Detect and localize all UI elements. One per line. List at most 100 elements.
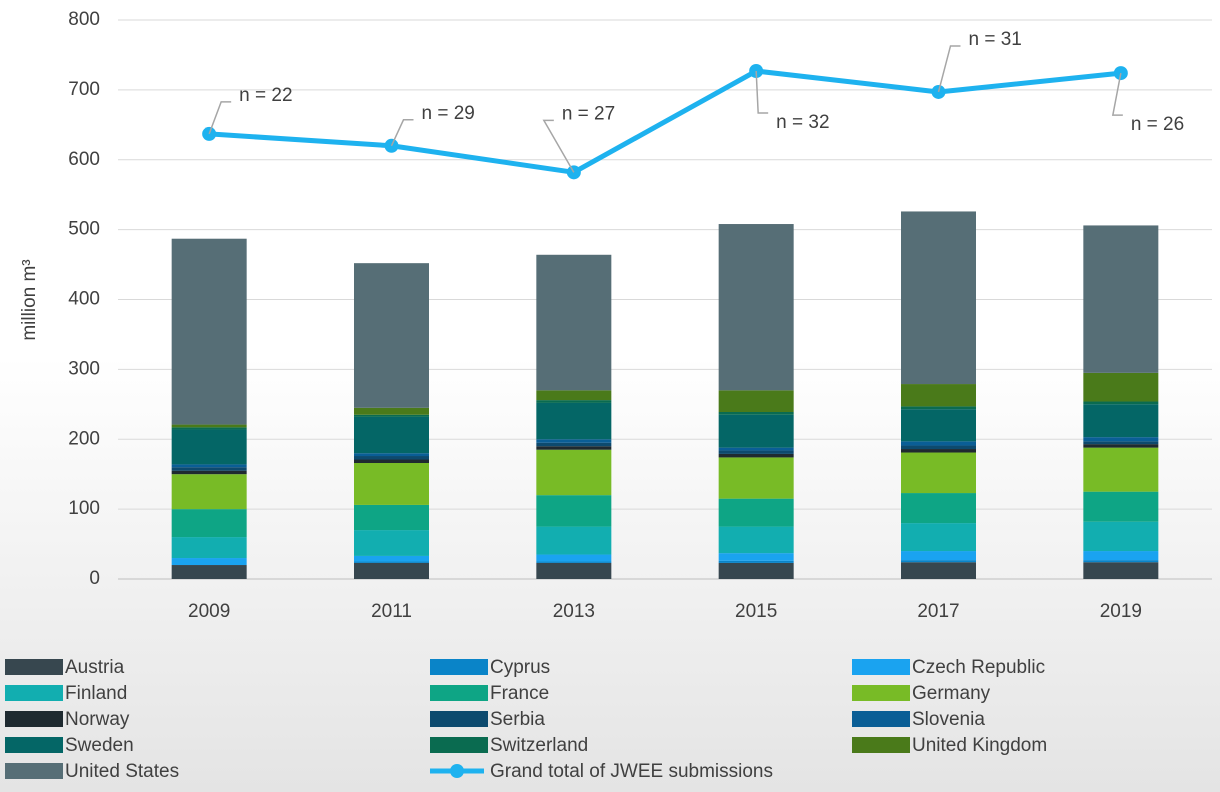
bar-segment	[354, 456, 429, 460]
bar-segment	[536, 402, 612, 440]
bar-segment	[536, 562, 612, 579]
y-tick-label: 600	[68, 149, 100, 170]
y-tick-label: 800	[68, 9, 100, 30]
legend-label: Serbia	[490, 709, 545, 730]
leader-line	[208, 101, 232, 135]
legend-label: Germany	[912, 683, 991, 704]
annotation: n = 26	[1131, 114, 1184, 135]
y-tick-label: 100	[68, 498, 100, 519]
bar-segment	[1083, 437, 1159, 442]
legend-swatch	[5, 659, 63, 675]
y-tick-label: 500	[68, 219, 100, 240]
y-tick-label: 700	[68, 79, 100, 100]
bar-segment	[718, 560, 794, 563]
bar-segment	[171, 509, 247, 538]
line	[209, 68, 1122, 175]
bar-segment	[354, 562, 429, 579]
legend-label: Switzerland	[490, 735, 588, 756]
legend-label: Grand total of JWEE submissions	[490, 761, 773, 782]
bar-segment	[354, 407, 429, 415]
bar-segment	[354, 504, 429, 531]
legend-label: Slovenia	[912, 709, 985, 730]
legend-label: United States	[65, 761, 179, 782]
bar-segment	[718, 447, 794, 451]
bar-segment	[718, 224, 794, 391]
bar-segment	[354, 561, 429, 563]
bar-segment	[354, 530, 429, 556]
legend-marker	[450, 764, 464, 778]
bar-segment	[171, 424, 247, 428]
legend-label: Austria	[65, 657, 125, 678]
bar-segment	[536, 446, 612, 450]
bar-segment	[171, 427, 247, 430]
y-tick-label: 400	[68, 289, 100, 310]
y-axis-label: million m³	[19, 259, 40, 340]
bar-segment	[354, 416, 429, 454]
annotation: n = 27	[562, 103, 615, 124]
leader-line	[390, 119, 414, 147]
legend-label: Norway	[65, 709, 130, 730]
legend-swatch	[5, 685, 63, 701]
bar-segment	[901, 409, 976, 442]
bar-segment	[718, 411, 794, 415]
y-tick-label: 200	[68, 428, 100, 449]
legend-swatch	[852, 659, 910, 675]
bar-segment	[171, 565, 247, 579]
bar-segment	[901, 449, 976, 453]
annotation: n = 29	[422, 103, 475, 124]
bar-segment	[901, 560, 976, 563]
bar-segment	[901, 562, 976, 579]
bar-segment	[1083, 372, 1159, 402]
legend-label: Finland	[65, 683, 127, 704]
bar-segment	[718, 453, 794, 458]
bar-segment	[171, 238, 247, 425]
bar-segment	[536, 442, 612, 447]
annotation: n = 31	[969, 29, 1022, 50]
legend-swatch	[430, 685, 488, 701]
bar-segment	[1083, 521, 1159, 552]
leader-line	[1111, 72, 1123, 116]
bar-segment	[536, 449, 612, 496]
bar-segment	[901, 452, 976, 494]
bar-segment	[1083, 447, 1159, 492]
bar-segment	[171, 537, 247, 559]
bar-segment	[901, 493, 976, 524]
legend-swatch	[852, 711, 910, 727]
bar-segment	[901, 384, 976, 407]
bar-segment	[901, 523, 976, 552]
x-tick-label: 2011	[371, 601, 412, 622]
bar-segment	[354, 263, 429, 408]
bar-segment	[536, 561, 612, 563]
bar-segment	[1083, 441, 1159, 445]
legend-swatch	[852, 737, 910, 753]
bar-segment	[171, 467, 247, 471]
bar-segment	[718, 450, 794, 454]
legend-label: Czech Republic	[912, 657, 1045, 678]
legend-swatch	[430, 737, 488, 753]
bar-segment	[536, 439, 612, 443]
bar-segment	[1083, 404, 1159, 438]
legend-label: Cyprus	[490, 657, 550, 678]
bar-segment	[1083, 444, 1159, 448]
bar-segment	[536, 495, 612, 527]
bar-segment	[1083, 562, 1159, 579]
bar-segment	[901, 551, 976, 561]
x-tick-label: 2015	[735, 601, 777, 622]
bar-segment	[901, 445, 976, 450]
bar-segment	[171, 429, 247, 465]
bar-segment	[536, 254, 612, 391]
bar-segment	[354, 414, 429, 417]
bar-segment	[536, 526, 612, 555]
annotation: n = 32	[776, 112, 829, 133]
x-tick-label: 2019	[1100, 601, 1142, 622]
bar-segment	[1083, 491, 1159, 522]
bar-segment	[1083, 560, 1159, 563]
bar-segment	[354, 459, 429, 464]
legend-swatch	[5, 737, 63, 753]
y-tick-label: 0	[89, 568, 100, 589]
bar-segment	[718, 414, 794, 448]
bar-segment	[354, 463, 429, 505]
bar-segment	[901, 406, 976, 410]
bar-segment	[171, 558, 247, 566]
